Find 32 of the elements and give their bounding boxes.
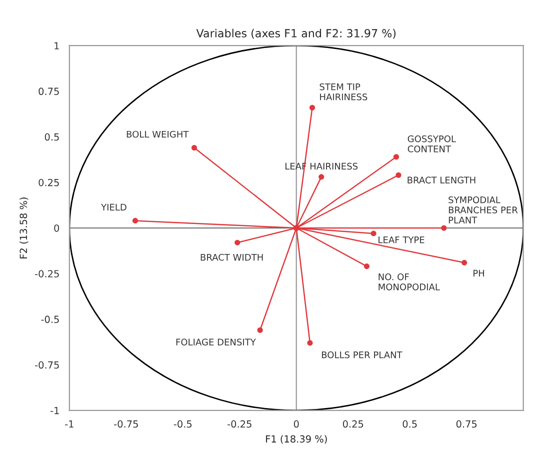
series-label: PH xyxy=(474,270,484,276)
series-label: NO. OF MONOPODIAL xyxy=(378,273,440,290)
x-tick-label: 0.5 xyxy=(402,420,417,428)
series-label: GOSSYPOL CONTENT xyxy=(408,135,456,152)
y-tick-label: 1 xyxy=(54,42,59,50)
y-tick-label: 0.25 xyxy=(38,178,59,186)
series-label: LEAF TYPE xyxy=(378,236,424,244)
y-tick-label: 0.75 xyxy=(38,88,59,96)
x-tick-label: -0.75 xyxy=(114,420,138,428)
x-tick-label: -0.25 xyxy=(228,420,252,428)
x-tick-label: 0 xyxy=(294,420,299,428)
series-label: YIELD xyxy=(101,204,126,210)
x-tick-label: -1 xyxy=(65,420,74,428)
x-axis-title: F1 (18.39 %) xyxy=(266,435,327,444)
series-label: STEM TIP HAIRINESS xyxy=(320,83,368,100)
chart-title: Variables (axes F1 and F2: 31.97 %) xyxy=(196,28,396,39)
y-tick-label: -0.5 xyxy=(41,316,59,324)
series-label: SYMPODIAL BRANCHES PER PLANT xyxy=(448,196,518,224)
series-label: BOLL WEIGHT xyxy=(126,130,189,138)
y-tick-label: 0.5 xyxy=(44,133,59,141)
x-tick-label: -0.5 xyxy=(174,420,192,428)
x-tick-label: 0.75 xyxy=(456,420,477,428)
series-label: BRACT WIDTH xyxy=(200,254,263,261)
x-tick-label: 0.25 xyxy=(342,420,364,428)
series-label: BRACT LENGTH xyxy=(408,176,476,184)
series-label: BOLLS PER PLANT xyxy=(322,351,402,358)
y-tick-label: -0.75 xyxy=(35,361,59,369)
series-label: FOLIAGE DENSITY xyxy=(176,338,256,346)
y-tick-label: -0.25 xyxy=(35,270,59,278)
y-axis-title: F2 (13.58 %) xyxy=(20,198,28,258)
y-tick-label: -1 xyxy=(50,407,59,414)
y-tick-label: 0 xyxy=(54,224,60,232)
